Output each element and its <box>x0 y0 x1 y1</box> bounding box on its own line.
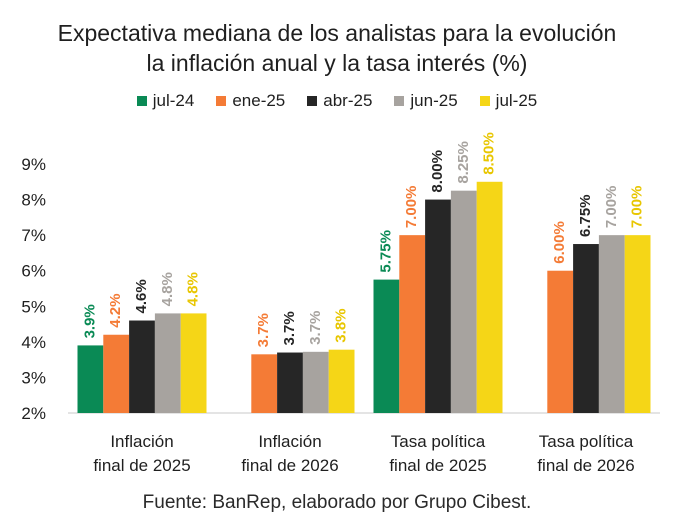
legend-item-ene-25: ene-25 <box>216 91 285 111</box>
bar-jul-24-cat2 <box>373 279 400 413</box>
bar-jun-25-cat3 <box>598 235 625 413</box>
bar-ene-25-cat0 <box>103 334 130 413</box>
bar-ene-25-cat1 <box>251 354 278 413</box>
bar-abr-25-cat3 <box>573 244 599 413</box>
legend-label-jul-25: jul-25 <box>495 91 538 110</box>
source-note: Fuente: BanRep, elaborado por Grupo Cibe… <box>0 492 674 514</box>
y-tick-label-2: 4% <box>21 333 46 352</box>
x-category-label-1-line0: Inflación <box>258 432 321 451</box>
source-text: BanRep, elaborado por Grupo Cibest. <box>207 492 532 513</box>
chart-title: Expectativa mediana de los analistas par… <box>0 18 674 78</box>
x-category-label-0-line0: Inflación <box>110 432 173 451</box>
legend-label-jun-25: jun-25 <box>410 91 458 110</box>
y-tick-label-0: 2% <box>21 404 46 423</box>
data-label-jul-25-cat0: 4.8% <box>185 272 202 306</box>
bar-abr-25-cat0 <box>129 320 155 413</box>
legend-label-jul-24: jul-24 <box>152 91 195 110</box>
data-label-abr-25-cat2: 8.00% <box>429 150 446 193</box>
legend-label-ene-25: ene-25 <box>232 91 286 110</box>
bar-jul-25-cat3 <box>624 235 651 413</box>
bar-jul-25-cat1 <box>328 349 355 413</box>
data-label-jun-25-cat0: 4.8% <box>159 272 176 306</box>
legend-swatch-jun-25 <box>394 96 405 106</box>
data-label-abr-25-cat0: 4.6% <box>133 279 150 313</box>
x-category-label-3-line0: Tasa política <box>539 432 634 451</box>
data-label-ene-25-cat2: 7.00% <box>403 186 420 229</box>
bar-jun-25-cat1 <box>302 351 329 413</box>
y-tick-label-4: 6% <box>21 262 46 281</box>
bar-abr-25-cat1 <box>277 352 303 413</box>
source-label: Fuente: <box>142 492 208 513</box>
bar-jul-25-cat2 <box>476 181 503 413</box>
data-label-jul-25-cat2: 8.50% <box>481 132 498 175</box>
data-label-jun-25-cat3: 7.00% <box>603 186 620 229</box>
x-category-label-3-line1: final de 2026 <box>537 456 634 475</box>
y-tick-label-1: 3% <box>21 368 46 387</box>
x-category-label-1-line1: final de 2026 <box>241 456 338 475</box>
legend-label-abr-25: abr-25 <box>323 91 373 110</box>
data-label-jul-25-cat1: 3.8% <box>333 308 350 342</box>
legend-swatch-jul-25 <box>479 96 490 106</box>
data-label-jul-24-cat2: 5.75% <box>377 230 394 273</box>
y-tick-label-7: 9% <box>21 155 46 174</box>
legend-swatch-jul-24 <box>136 96 147 106</box>
x-category-label-0-line1: final de 2025 <box>93 456 190 475</box>
data-label-abr-25-cat3: 6.75% <box>577 194 594 237</box>
data-label-jul-25-cat3: 7.00% <box>629 186 646 229</box>
legend-item-jul-25: jul-25 <box>479 91 538 111</box>
legend-swatch-ene-25 <box>216 96 227 106</box>
bar-jul-24-cat0 <box>77 345 104 413</box>
bar-abr-25-cat2 <box>425 199 451 413</box>
x-category-label-2-line1: final de 2025 <box>389 456 486 475</box>
data-label-ene-25-cat1: 3.7% <box>255 313 272 347</box>
legend: jul-24 ene-25 abr-25 jun-25 jul-25 <box>0 91 674 111</box>
chart-title-line-2: la inflación anual y la tasa interés (%) <box>146 50 528 76</box>
bar-jul-25-cat0 <box>180 313 207 413</box>
x-category-label-2-line0: Tasa política <box>391 432 486 451</box>
y-tick-label-3: 5% <box>21 297 46 316</box>
y-tick-label-5: 7% <box>21 226 46 245</box>
legend-item-jun-25: jun-25 <box>394 91 458 111</box>
chart-title-line-1: Expectativa mediana de los analistas par… <box>57 20 617 46</box>
data-label-abr-25-cat1: 3.7% <box>281 311 298 345</box>
bar-jun-25-cat2 <box>450 190 477 413</box>
data-label-jul-24-cat0: 3.9% <box>81 304 98 338</box>
data-label-jun-25-cat2: 8.25% <box>455 141 472 184</box>
bar-ene-25-cat3 <box>547 270 574 413</box>
data-label-ene-25-cat0: 4.2% <box>107 294 124 328</box>
bar-jun-25-cat0 <box>154 313 181 413</box>
legend-item-abr-25: abr-25 <box>307 91 372 111</box>
y-tick-label-6: 8% <box>21 191 46 210</box>
data-label-jun-25-cat1: 3.7% <box>307 311 324 345</box>
legend-swatch-abr-25 <box>307 96 318 106</box>
bar-ene-25-cat2 <box>399 235 426 413</box>
data-label-ene-25-cat3: 6.00% <box>551 221 568 264</box>
legend-item-jul-24: jul-24 <box>136 91 195 111</box>
